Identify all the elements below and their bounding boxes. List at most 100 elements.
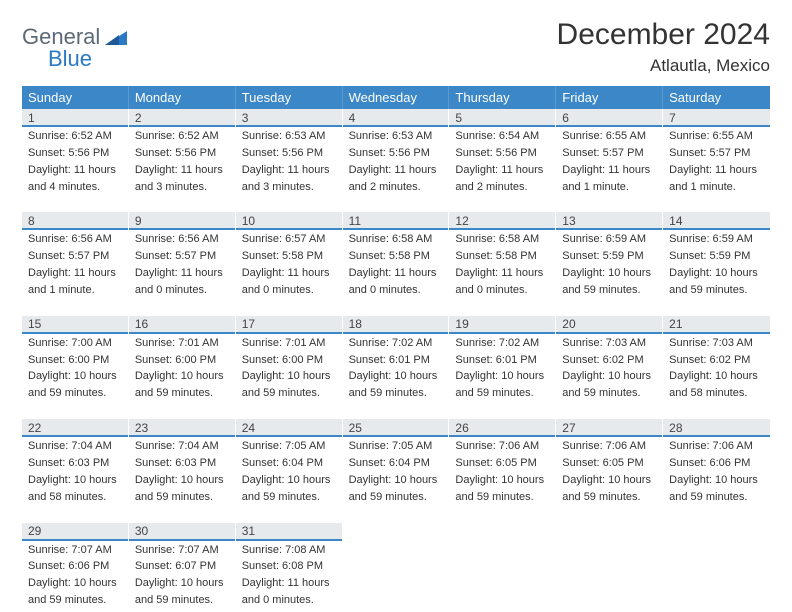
day-cell: 31Sunrise: 7:08 AMSunset: 6:08 PMDayligh…	[236, 523, 343, 612]
dow-thursday: Thursday	[449, 86, 556, 109]
sunrise-text: Sunrise: 6:56 AM	[129, 230, 235, 247]
daylight-text: Daylight: 10 hours	[449, 367, 555, 384]
day-number-bar: 25	[343, 419, 449, 437]
day-number: 19	[455, 317, 468, 331]
daylight-text: Daylight: 11 hours	[236, 161, 342, 178]
daylight-text: and 59 minutes.	[22, 384, 128, 401]
daylight-text: and 59 minutes.	[236, 488, 342, 505]
daylight-text: Daylight: 11 hours	[449, 161, 555, 178]
sunset-text: Sunset: 5:58 PM	[449, 247, 555, 264]
day-number-bar: 10	[236, 212, 342, 230]
daylight-text: and 0 minutes.	[236, 591, 342, 608]
day-cell: 15Sunrise: 7:00 AMSunset: 6:00 PMDayligh…	[22, 316, 129, 405]
daylight-text: Daylight: 11 hours	[449, 264, 555, 281]
dow-friday: Friday	[556, 86, 663, 109]
sunset-text: Sunset: 5:57 PM	[129, 247, 235, 264]
sunrise-text: Sunrise: 6:55 AM	[663, 127, 770, 144]
daylight-text: and 2 minutes.	[449, 178, 555, 195]
sunset-text: Sunset: 6:01 PM	[449, 351, 555, 368]
brand-logo: General Blue	[22, 18, 127, 50]
daylight-text: Daylight: 11 hours	[22, 161, 128, 178]
daylight-text: and 3 minutes.	[129, 178, 235, 195]
daylight-text: Daylight: 11 hours	[236, 574, 342, 591]
sunrise-text: Sunrise: 6:52 AM	[22, 127, 128, 144]
sunset-text: Sunset: 6:07 PM	[129, 557, 235, 574]
sunset-text: Sunset: 6:06 PM	[663, 454, 770, 471]
daylight-text: and 59 minutes.	[556, 384, 662, 401]
day-cell: 20Sunrise: 7:03 AMSunset: 6:02 PMDayligh…	[556, 316, 663, 405]
day-cell: 12Sunrise: 6:58 AMSunset: 5:58 PMDayligh…	[449, 212, 556, 301]
day-number-bar: 23	[129, 419, 235, 437]
sunset-text: Sunset: 6:00 PM	[129, 351, 235, 368]
calendar: Sunday Monday Tuesday Wednesday Thursday…	[22, 86, 770, 612]
day-number-bar: 9	[129, 212, 235, 230]
daylight-text: and 59 minutes.	[556, 488, 662, 505]
month-title: December 2024	[557, 18, 770, 52]
day-number: 24	[242, 421, 255, 435]
week-row: 1Sunrise: 6:52 AMSunset: 5:56 PMDaylight…	[22, 109, 770, 198]
sunrise-text: Sunrise: 7:05 AM	[343, 437, 449, 454]
day-cell	[343, 523, 450, 612]
day-number: 2	[135, 111, 142, 125]
sunrise-text: Sunrise: 6:58 AM	[343, 230, 449, 247]
day-number: 13	[562, 214, 575, 228]
day-number-bar: 12	[449, 212, 555, 230]
sunrise-text: Sunrise: 7:03 AM	[556, 334, 662, 351]
daylight-text: Daylight: 10 hours	[343, 471, 449, 488]
day-number-bar: 22	[22, 419, 128, 437]
sunset-text: Sunset: 6:05 PM	[449, 454, 555, 471]
weeks-container: 1Sunrise: 6:52 AMSunset: 5:56 PMDaylight…	[22, 109, 770, 612]
daylight-text: and 0 minutes.	[129, 281, 235, 298]
daylight-text: Daylight: 10 hours	[556, 367, 662, 384]
brand-text-2: Blue	[48, 46, 92, 72]
day-cell: 5Sunrise: 6:54 AMSunset: 5:56 PMDaylight…	[449, 109, 556, 198]
daylight-text: Daylight: 10 hours	[556, 264, 662, 281]
day-number: 23	[135, 421, 148, 435]
day-cell: 26Sunrise: 7:06 AMSunset: 6:05 PMDayligh…	[449, 419, 556, 508]
daylight-text: and 59 minutes.	[449, 384, 555, 401]
day-cell: 3Sunrise: 6:53 AMSunset: 5:56 PMDaylight…	[236, 109, 343, 198]
day-number-bar: 26	[449, 419, 555, 437]
daylight-text: and 0 minutes.	[449, 281, 555, 298]
daylight-text: and 1 minute.	[22, 281, 128, 298]
day-number: 21	[669, 317, 682, 331]
sunrise-text: Sunrise: 6:57 AM	[236, 230, 342, 247]
day-number-bar: 16	[129, 316, 235, 334]
sunrise-text: Sunrise: 7:07 AM	[129, 541, 235, 558]
day-number: 14	[669, 214, 682, 228]
day-number: 6	[562, 111, 569, 125]
daylight-text: Daylight: 10 hours	[22, 367, 128, 384]
daylight-text: and 0 minutes.	[236, 281, 342, 298]
daylight-text: Daylight: 11 hours	[236, 264, 342, 281]
daylight-text: and 0 minutes.	[343, 281, 449, 298]
daylight-text: Daylight: 11 hours	[343, 264, 449, 281]
sunrise-text: Sunrise: 6:59 AM	[556, 230, 662, 247]
sunrise-text: Sunrise: 7:03 AM	[663, 334, 770, 351]
sunset-text: Sunset: 5:57 PM	[22, 247, 128, 264]
day-number-bar: 4	[343, 109, 449, 127]
day-number-bar: 30	[129, 523, 235, 541]
sunrise-text: Sunrise: 7:01 AM	[236, 334, 342, 351]
sunrise-text: Sunrise: 7:04 AM	[129, 437, 235, 454]
sunrise-text: Sunrise: 7:08 AM	[236, 541, 342, 558]
sunset-text: Sunset: 5:56 PM	[449, 144, 555, 161]
sunset-text: Sunset: 5:57 PM	[663, 144, 770, 161]
day-number: 29	[28, 524, 41, 538]
sunset-text: Sunset: 6:04 PM	[343, 454, 449, 471]
day-number-bar: 19	[449, 316, 555, 334]
day-number-bar: 17	[236, 316, 342, 334]
day-cell: 8Sunrise: 6:56 AMSunset: 5:57 PMDaylight…	[22, 212, 129, 301]
day-number-bar: 18	[343, 316, 449, 334]
day-number: 5	[455, 111, 462, 125]
daylight-text: and 58 minutes.	[22, 488, 128, 505]
day-cell: 23Sunrise: 7:04 AMSunset: 6:03 PMDayligh…	[129, 419, 236, 508]
dow-tuesday: Tuesday	[236, 86, 343, 109]
day-number-bar: 20	[556, 316, 662, 334]
daylight-text: and 2 minutes.	[343, 178, 449, 195]
day-number-bar: 29	[22, 523, 128, 541]
day-cell: 13Sunrise: 6:59 AMSunset: 5:59 PMDayligh…	[556, 212, 663, 301]
day-number: 25	[349, 421, 362, 435]
sunrise-text: Sunrise: 7:04 AM	[22, 437, 128, 454]
daylight-text: Daylight: 11 hours	[22, 264, 128, 281]
sunset-text: Sunset: 5:58 PM	[236, 247, 342, 264]
